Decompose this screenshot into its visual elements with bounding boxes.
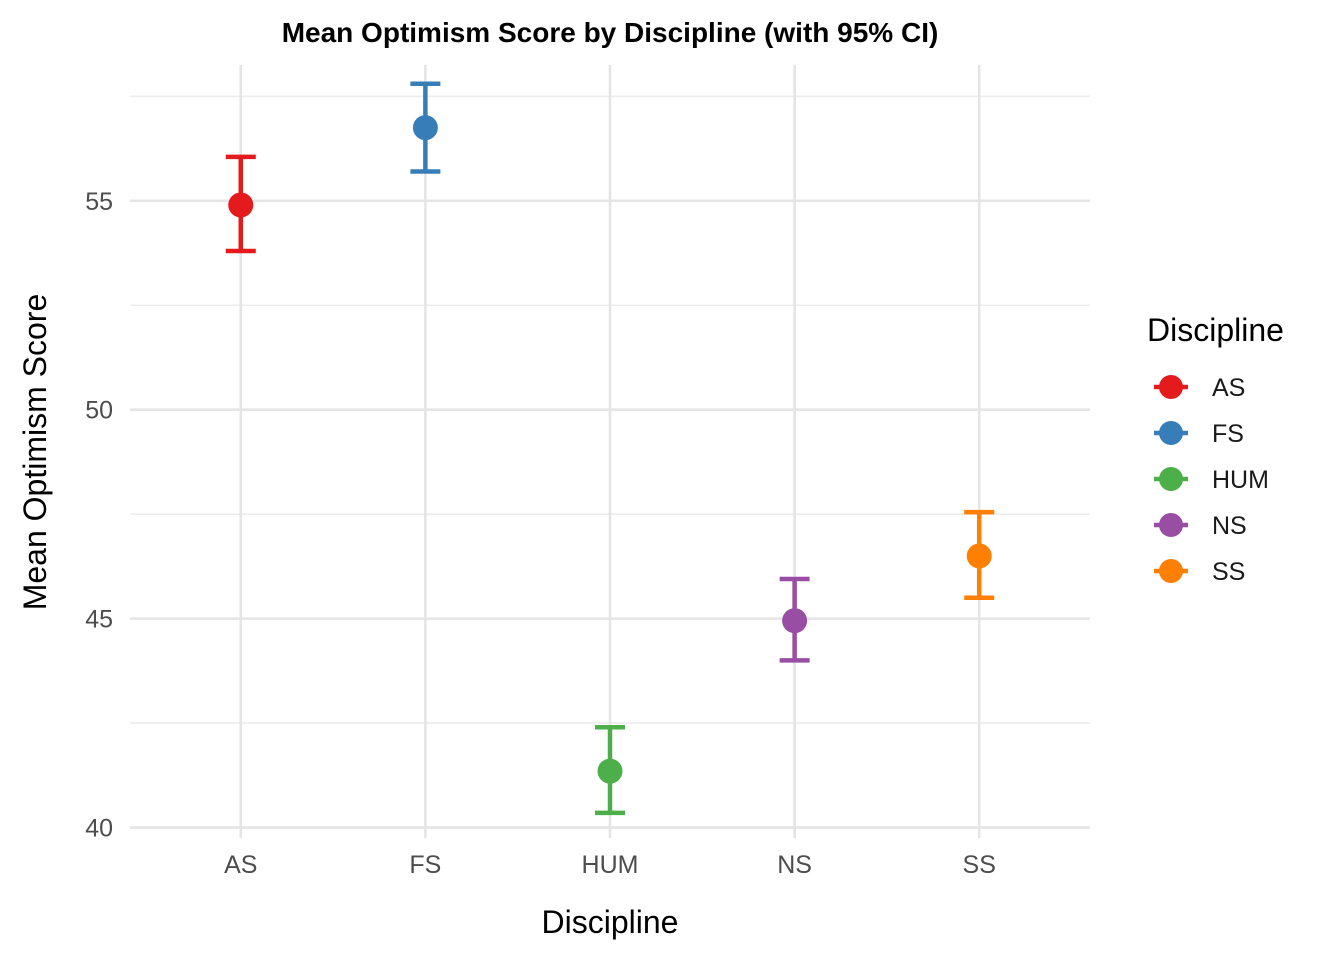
legend-title: Discipline xyxy=(1147,312,1284,348)
x-tick-label: NS xyxy=(777,851,812,879)
y-tick-label: 55 xyxy=(85,188,113,216)
y-tick-label: 40 xyxy=(85,815,113,843)
legend-item-fs: FS xyxy=(1154,420,1244,448)
y-tick-label: 50 xyxy=(85,397,113,425)
legend-key-point xyxy=(1159,559,1183,583)
mean-point-hum xyxy=(597,758,623,784)
mean-point-as xyxy=(228,192,254,218)
legend-items: AS FS HUM NS SS xyxy=(1154,374,1269,586)
plot-grid xyxy=(130,65,1090,838)
x-tick-label: AS xyxy=(224,851,257,879)
legend-label: SS xyxy=(1212,558,1245,586)
y-axis-ticks: 40 45 50 55 xyxy=(85,188,113,843)
legend-item-hum: HUM xyxy=(1154,466,1269,494)
x-tick-label: FS xyxy=(409,851,441,879)
legend-label: HUM xyxy=(1212,466,1269,494)
legend: Discipline AS FS HUM NS SS xyxy=(1147,312,1284,586)
legend-key-point xyxy=(1159,421,1183,445)
legend-label: NS xyxy=(1212,512,1247,540)
legend-item-ss: SS xyxy=(1154,558,1245,586)
plot-marks xyxy=(225,81,995,816)
y-tick-label: 45 xyxy=(85,606,113,634)
x-tick-label: HUM xyxy=(582,851,639,879)
x-axis-ticks: AS FS HUM NS SS xyxy=(224,851,996,879)
chart-title: Mean Optimism Score by Discipline (with … xyxy=(282,17,939,48)
series-ns xyxy=(779,576,810,663)
series-as xyxy=(225,154,256,254)
y-axis-title: Mean Optimism Score xyxy=(17,294,53,611)
legend-key-point xyxy=(1159,375,1183,399)
legend-item-ns: NS xyxy=(1154,512,1247,540)
series-ss xyxy=(964,509,995,600)
legend-key-point xyxy=(1159,467,1183,491)
mean-point-fs xyxy=(412,115,438,141)
legend-item-as: AS xyxy=(1154,374,1245,402)
series-hum xyxy=(595,725,625,816)
x-tick-label: SS xyxy=(963,851,996,879)
mean-point-ns xyxy=(782,608,808,634)
legend-key-point xyxy=(1159,513,1183,537)
series-fs xyxy=(410,81,441,174)
legend-label: AS xyxy=(1212,374,1245,402)
x-axis-title: Discipline xyxy=(542,904,679,940)
legend-label: FS xyxy=(1212,420,1244,448)
mean-point-ss xyxy=(966,543,992,569)
